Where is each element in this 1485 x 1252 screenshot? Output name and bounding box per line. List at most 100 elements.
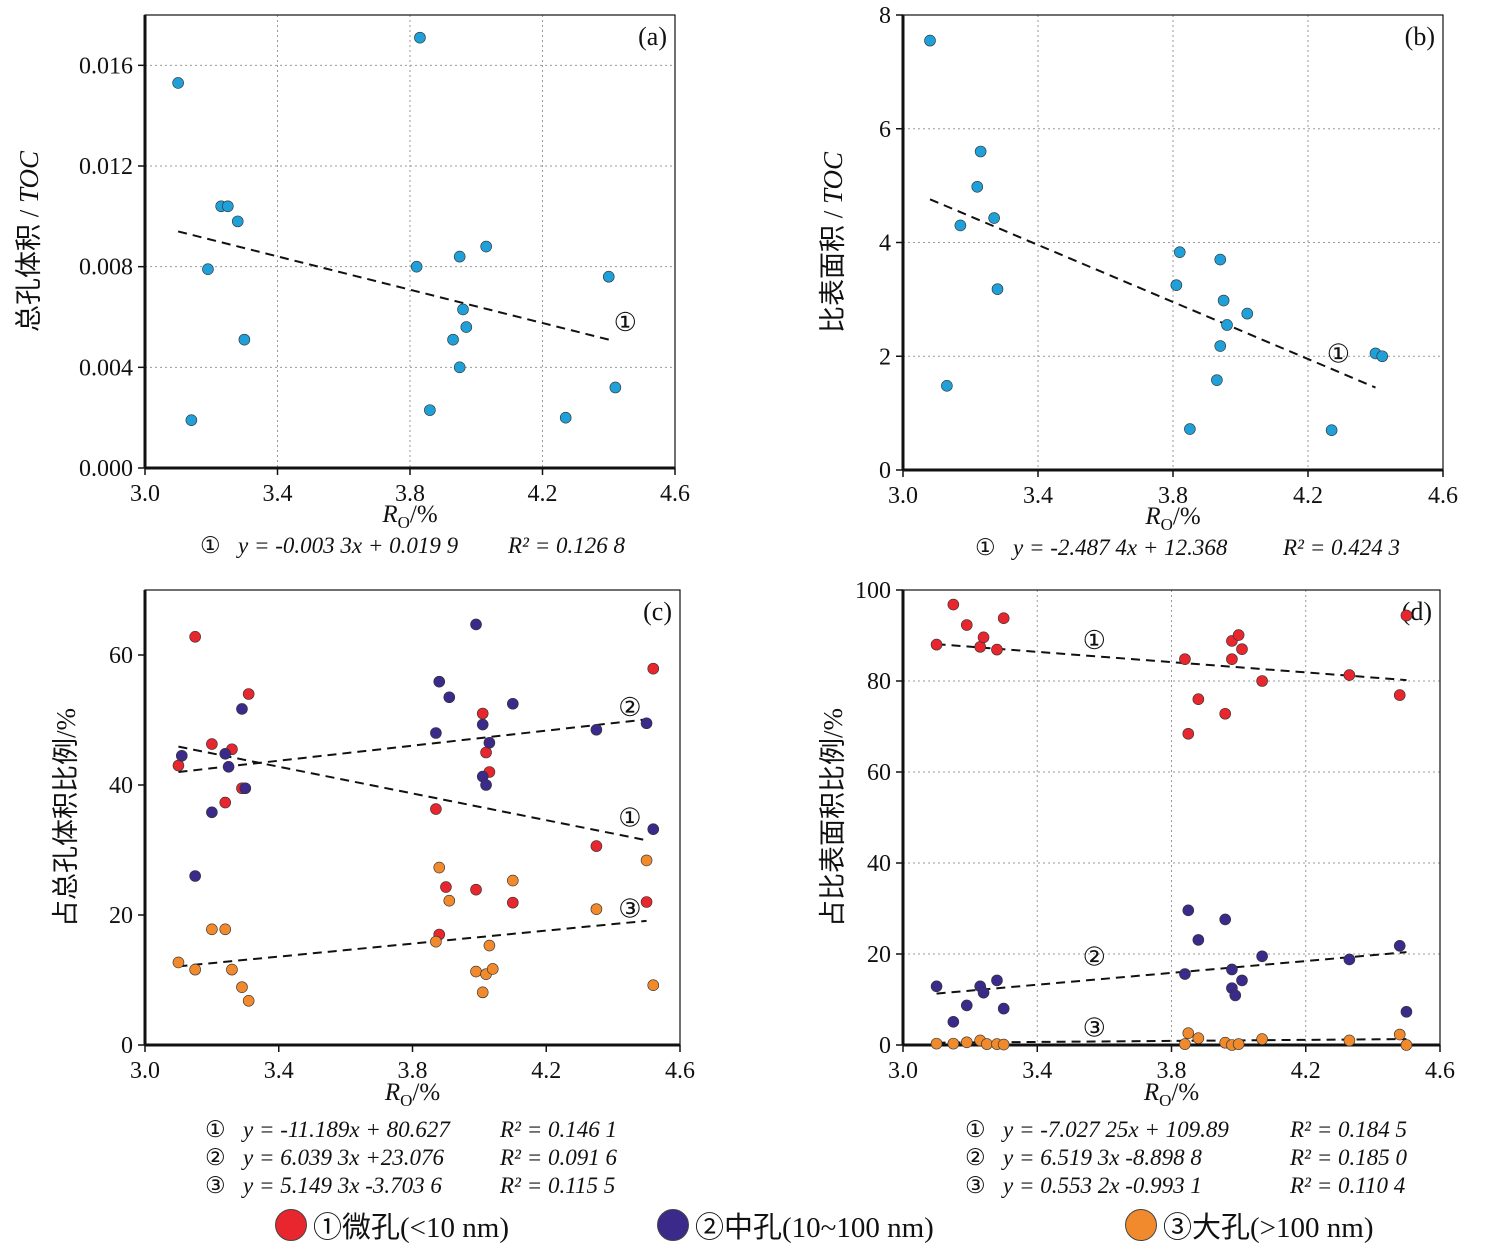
y-tick-label: 2 xyxy=(879,344,891,370)
data-point xyxy=(947,1015,960,1028)
equation-text: y = -2.487 4x + 12.368 xyxy=(1011,535,1228,560)
series-0 xyxy=(172,31,622,426)
data-point xyxy=(460,321,473,333)
x-tick-label: 3.4 xyxy=(1022,1058,1052,1084)
data-point xyxy=(640,717,653,730)
data-point xyxy=(410,260,423,273)
data-point xyxy=(590,723,603,736)
equation-r2: R² = 0.110 4 xyxy=(1289,1173,1405,1198)
data-point xyxy=(1232,1038,1245,1050)
data-point xyxy=(602,270,615,283)
y-axis-label: 总孔体积 / TOC xyxy=(14,150,44,332)
legend-item-macropore: ③大孔(>100 nm) xyxy=(1125,1204,1373,1246)
fit-line-label: ① xyxy=(614,308,637,337)
series-0 xyxy=(172,630,660,941)
data-point xyxy=(1393,1028,1406,1041)
data-point xyxy=(480,746,492,759)
data-point xyxy=(1400,1039,1413,1051)
data-point xyxy=(960,1036,973,1049)
data-point xyxy=(1192,934,1205,946)
x-axis-label-main: R xyxy=(384,1079,400,1106)
y-tick-label: 0 xyxy=(121,1033,133,1059)
data-point xyxy=(172,956,185,969)
legend-swatch-macropore xyxy=(1125,1209,1157,1241)
data-point xyxy=(430,803,442,815)
data-point xyxy=(242,994,255,1007)
data-point xyxy=(1256,1033,1268,1045)
y-axis-label: 占总孔体积比例/% xyxy=(51,708,81,927)
fit-line-label: ② xyxy=(618,693,641,722)
x-axis-label: RO/% xyxy=(381,501,437,532)
x-axis-label: RO/% xyxy=(1143,1079,1199,1110)
fit-line xyxy=(936,951,1407,995)
x-tick-label: 3.4 xyxy=(264,1058,294,1084)
data-point xyxy=(997,612,1010,625)
y-tick-label: 6 xyxy=(879,117,891,143)
x-tick-label: 4.6 xyxy=(1425,1058,1455,1084)
data-point xyxy=(647,979,660,992)
data-point xyxy=(1241,307,1254,320)
equation-text: y = -0.003 3x + 0.019 9 xyxy=(236,533,459,558)
data-point xyxy=(189,963,201,976)
series-2 xyxy=(930,1027,1413,1051)
x-axis-label-suffix: /% xyxy=(1171,1079,1199,1106)
x-axis-label-sub: O xyxy=(398,513,410,532)
data-point xyxy=(483,939,496,952)
data-point xyxy=(981,1038,993,1050)
data-point xyxy=(1182,1027,1195,1039)
data-point xyxy=(1170,279,1183,291)
data-point xyxy=(414,31,426,44)
data-point xyxy=(443,894,456,907)
x-tick-label: 4.2 xyxy=(531,1058,561,1084)
equation-text: y = -11.189x + 80.627 xyxy=(241,1117,451,1142)
x-tick-label: 3.0 xyxy=(130,481,160,507)
x-tick-label: 4.2 xyxy=(1291,1058,1321,1084)
fit-line xyxy=(177,230,609,341)
equation-number: ① xyxy=(205,1117,226,1142)
data-point xyxy=(974,145,987,158)
equation-text: y = 0.553 2x -0.993 1 xyxy=(1001,1173,1202,1198)
equation-r2: R² = 0.424 3 xyxy=(1282,535,1400,560)
x-axis-label-sub: O xyxy=(400,1091,412,1110)
data-point xyxy=(1232,629,1245,641)
data-point xyxy=(470,965,482,978)
data-point xyxy=(924,34,936,47)
data-point xyxy=(559,411,572,424)
equation-number: ② xyxy=(205,1145,226,1170)
equation-r2: R² = 0.184 5 xyxy=(1289,1117,1407,1142)
panel-a: 3.0 3.4 3.8 4.2 4.6 0.000 0.004 0.008 0.012 0.016… xyxy=(14,14,690,558)
data-point xyxy=(453,250,466,263)
data-point xyxy=(172,759,185,772)
data-point xyxy=(1400,1005,1413,1018)
fit-line-label: ① xyxy=(618,804,641,833)
data-point xyxy=(1226,653,1238,665)
x-tick-label: 3.0 xyxy=(888,1058,918,1084)
data-point xyxy=(997,1002,1010,1015)
data-point xyxy=(238,333,251,346)
y-tick-label: 0.004 xyxy=(79,355,133,381)
y-axis-label-main: 总孔体积 / xyxy=(14,203,44,332)
data-point xyxy=(941,380,953,392)
fit-line-label: ③ xyxy=(618,895,641,924)
fit-line xyxy=(178,718,647,773)
data-point xyxy=(960,999,973,1012)
y-axis-label-main: 占总孔体积比例/% xyxy=(51,708,81,927)
panel-label: (b) xyxy=(1405,22,1435,51)
data-point xyxy=(175,749,188,762)
data-point xyxy=(1256,950,1268,963)
y-tick-label: 0.008 xyxy=(79,255,133,281)
series-0 xyxy=(924,34,1389,436)
x-axis-label-main: R xyxy=(1143,1079,1159,1106)
y-tick-label: 40 xyxy=(867,851,891,877)
data-point xyxy=(206,923,218,936)
fit-line xyxy=(178,745,647,842)
data-point xyxy=(219,747,232,760)
equation-r2: R² = 0.126 8 xyxy=(507,533,625,558)
data-point xyxy=(1217,294,1230,307)
data-point xyxy=(470,618,482,631)
x-tick-label: 4.2 xyxy=(1293,483,1323,509)
data-point xyxy=(991,974,1003,987)
legend-label-micropore: ①微孔(<10 nm) xyxy=(313,1212,509,1244)
series-2 xyxy=(172,854,660,1007)
